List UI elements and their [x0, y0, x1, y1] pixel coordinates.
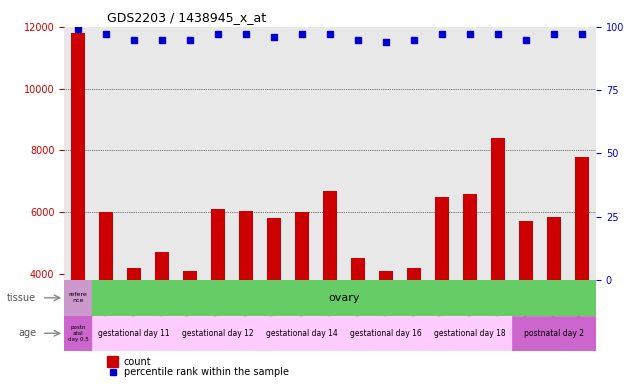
Bar — [106, 356, 119, 367]
Bar — [491, 138, 505, 280]
Bar — [99, 212, 113, 280]
Text: ovary: ovary — [328, 293, 360, 303]
Bar — [344, 316, 428, 351]
Text: postnatal day 2: postnatal day 2 — [524, 329, 584, 338]
Bar — [211, 209, 225, 280]
Text: tissue: tissue — [7, 293, 36, 303]
Text: gestational day 18: gestational day 18 — [435, 329, 506, 338]
Bar — [64, 280, 92, 316]
Text: age: age — [18, 328, 36, 338]
Bar — [155, 252, 169, 280]
Text: percentile rank within the sample: percentile rank within the sample — [124, 367, 288, 377]
Bar — [379, 271, 393, 280]
Text: GDS2203 / 1438945_x_at: GDS2203 / 1438945_x_at — [106, 11, 266, 24]
Bar — [71, 33, 85, 280]
Bar — [260, 316, 344, 351]
Bar — [92, 316, 176, 351]
Text: refere
nce: refere nce — [69, 293, 87, 303]
Bar — [512, 316, 596, 351]
Bar — [519, 222, 533, 280]
Bar — [575, 157, 589, 280]
Bar — [463, 194, 477, 280]
Bar — [176, 316, 260, 351]
Bar — [183, 271, 197, 280]
Bar — [267, 218, 281, 280]
Bar — [428, 316, 512, 351]
Bar — [407, 268, 421, 280]
Bar — [127, 268, 141, 280]
Bar — [351, 258, 365, 280]
Bar — [295, 212, 309, 280]
Text: gestational day 11: gestational day 11 — [98, 329, 170, 338]
Text: count: count — [124, 357, 151, 367]
Text: gestational day 12: gestational day 12 — [182, 329, 254, 338]
Bar — [239, 210, 253, 280]
Text: gestational day 14: gestational day 14 — [266, 329, 338, 338]
Text: postn
atal
day 0.5: postn atal day 0.5 — [68, 325, 88, 342]
Text: gestational day 16: gestational day 16 — [350, 329, 422, 338]
Bar — [323, 190, 337, 280]
Bar — [435, 197, 449, 280]
Bar — [547, 217, 561, 280]
Bar — [64, 316, 92, 351]
